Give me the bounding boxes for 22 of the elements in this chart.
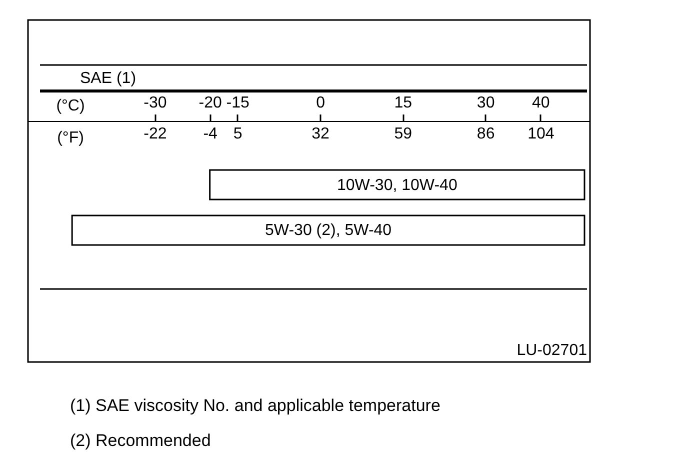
x2-tick-label: 104 — [528, 126, 554, 142]
x2-tick-label: -22 — [144, 126, 167, 142]
x2-tick-label: -4 — [203, 126, 218, 142]
x2-axis-title: (°F) — [57, 130, 84, 146]
x-tick-label: 30 — [476, 94, 495, 112]
x-tick-label: 40 — [532, 94, 550, 112]
x-tick-label: -15 — [226, 94, 250, 112]
x2-tick-label: 32 — [312, 126, 330, 142]
y-tick-label: 10W-30, 10W-40 — [336, 176, 458, 194]
x2-tick-label: 59 — [394, 126, 412, 142]
chart-title: SAE (1) — [80, 70, 136, 87]
y-tick-label: 5W-30 (2), 5W-40 — [265, 222, 392, 240]
x2-tick-label: 5 — [233, 126, 242, 142]
x-tick-label: -30 — [144, 94, 167, 112]
x-tick-label: -20 — [198, 94, 222, 112]
x2-tick-label: 86 — [476, 126, 495, 142]
x-axis-title: (°C) — [56, 98, 85, 114]
text: LU-02701 — [516, 342, 588, 359]
text: (1) SAE viscosity No. and applicable temperature — [70, 396, 440, 415]
x-tick-label: 15 — [394, 94, 412, 112]
x-tick-label: 0 — [316, 94, 326, 112]
text: (2) Recommended — [70, 431, 211, 450]
